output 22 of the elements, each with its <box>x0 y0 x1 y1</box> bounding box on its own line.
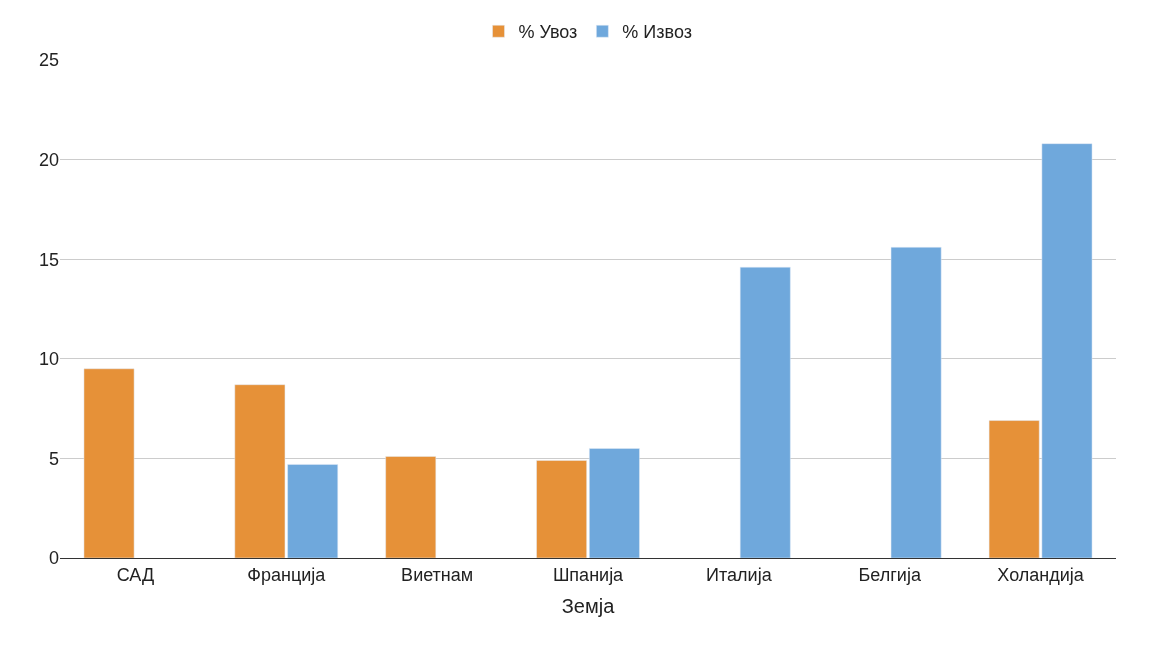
y-tick-label: 5 <box>48 448 59 469</box>
y-tick-label: 20 <box>38 149 59 170</box>
bar <box>83 368 135 558</box>
legend-label: % Увоз <box>518 22 578 43</box>
x-axis-title: Земја <box>561 595 616 618</box>
x-tick-label: Франција <box>247 564 327 585</box>
y-tick-label: 15 <box>38 249 59 270</box>
bar <box>589 448 640 558</box>
x-tick-label: САД <box>116 564 155 585</box>
bar <box>536 460 587 558</box>
y-tick-label: 25 <box>38 50 59 71</box>
legend-label: % Извоз <box>622 22 692 43</box>
bar <box>890 247 942 558</box>
bar <box>385 456 437 558</box>
x-tick-label: Италија <box>706 564 773 585</box>
x-tick-label: Холандија <box>997 564 1085 585</box>
x-tick-label: Белгија <box>858 564 922 585</box>
x-tick-label: Шпанија <box>552 564 625 585</box>
y-tick-label: 0 <box>48 548 59 569</box>
bar <box>739 266 791 558</box>
y-tick-label: 10 <box>38 349 59 370</box>
x-tick-label: Виетнам <box>401 564 474 585</box>
